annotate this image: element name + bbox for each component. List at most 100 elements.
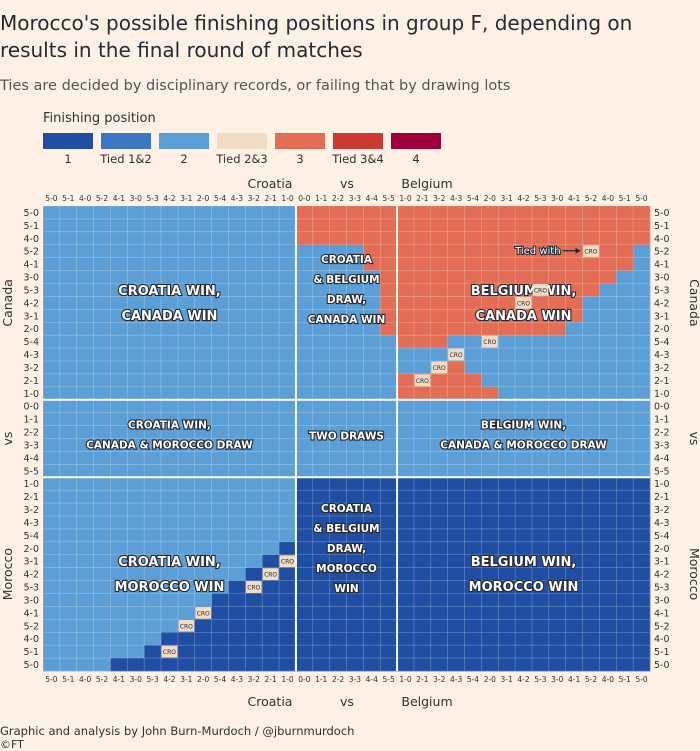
heatmap-cell (498, 283, 516, 297)
heatmap-cell (430, 231, 449, 246)
y-tick-label-left: 3-2 (23, 363, 39, 374)
heatmap-cell (329, 412, 347, 426)
x-tick-label-top: 5-3 (534, 194, 546, 203)
heatmap-cell (211, 270, 229, 284)
heatmap-cell (531, 645, 550, 659)
heatmap-cell (380, 231, 398, 246)
heatmap-cell (531, 231, 550, 246)
y-tick-label-right: 3-2 (654, 363, 670, 374)
heatmap-cell (245, 257, 263, 271)
heatmap-cell (346, 606, 364, 620)
y-axis-vs: vs (0, 432, 15, 446)
heatmap-cell (380, 580, 398, 594)
heatmap-cell (211, 658, 229, 672)
x-tick-label-bottom: 4-2 (517, 675, 529, 684)
heatmap-cell (616, 477, 634, 491)
heatmap-cell (633, 541, 651, 556)
heatmap-cell (565, 658, 583, 672)
heatmap-cell (582, 322, 600, 336)
heatmap-cell (565, 490, 583, 504)
heatmap-cell (413, 231, 432, 246)
heatmap-cell (211, 438, 229, 452)
tie-marker-label: CRO (483, 339, 496, 346)
heatmap-cell (194, 554, 213, 569)
heatmap-cell (93, 322, 111, 336)
heatmap-cell (363, 335, 381, 349)
heatmap-cell (413, 412, 432, 426)
heatmap-cell (211, 567, 229, 581)
heatmap-cell (616, 645, 634, 659)
heatmap-cell (211, 632, 229, 646)
heatmap-cell (616, 412, 634, 426)
heatmap-cell (464, 490, 482, 504)
heatmap-cell (211, 244, 229, 259)
heatmap-cell (413, 451, 432, 465)
heatmap-cell (59, 412, 78, 426)
y-tick-label-right: 3-1 (654, 311, 670, 322)
heatmap-cell (599, 244, 617, 259)
heatmap-cell (380, 335, 398, 349)
heatmap-cell (177, 516, 196, 530)
heatmap-cell (245, 632, 263, 646)
chart-title: Morocco's possible finishing positions i… (0, 11, 633, 62)
x-tick-label-top: 3-1 (180, 194, 192, 203)
heatmap-cell (413, 503, 432, 517)
heatmap-cell (76, 283, 94, 297)
heatmap-cell (59, 580, 78, 594)
heatmap-cell (127, 658, 145, 672)
heatmap-cell (161, 244, 179, 259)
heatmap-cell (245, 322, 263, 336)
heatmap-cell (531, 464, 550, 478)
heatmap-cell (616, 244, 634, 259)
heatmap-cell (177, 451, 196, 465)
heatmap-cell (498, 231, 516, 246)
heatmap-cell (177, 296, 196, 310)
y-tick-label-right: 4-4 (654, 453, 670, 464)
x-tick-label-top: 0-0 (298, 194, 310, 203)
heatmap-cell (430, 658, 449, 672)
x-tick-label-top: 4-2 (163, 194, 175, 203)
tie-marker-label: CRO (450, 352, 463, 359)
heatmap-cell (144, 425, 162, 439)
heatmap-cell (127, 580, 145, 594)
heatmap-cell (481, 296, 499, 310)
heatmap-cell (144, 580, 162, 594)
heatmap-cell (397, 516, 415, 530)
heatmap-cell (616, 554, 634, 569)
heatmap-cell (633, 218, 651, 233)
heatmap-cell (110, 348, 128, 362)
tie-cell (448, 348, 465, 361)
region-label: & BELGIUM (313, 523, 379, 535)
heatmap-cell (548, 541, 567, 556)
x-tick-label-top: 3-1 (501, 194, 513, 203)
heatmap-cell (43, 580, 61, 594)
heatmap-cell (295, 606, 314, 620)
heatmap-cell (312, 438, 331, 452)
heatmap-cell (177, 399, 196, 414)
heatmap-cell (194, 348, 213, 362)
heatmap-cell (194, 335, 213, 349)
heatmap-cell (279, 477, 297, 491)
heatmap-cell (447, 477, 465, 491)
heatmap-cell (616, 516, 634, 530)
y-tick-label-right: 4-2 (654, 298, 670, 309)
heatmap-cell (144, 541, 162, 556)
heatmap-cell (464, 516, 482, 530)
x-tick-label-top: 5-4 (214, 194, 226, 203)
heatmap-cell (599, 231, 617, 246)
heatmap-cell (346, 231, 364, 246)
heatmap-cell (481, 257, 499, 271)
heatmap-cell (464, 283, 482, 297)
chart-subtitle: Ties are decided by disciplinary records… (0, 78, 511, 94)
tie-marker-label: CRO (584, 249, 597, 256)
heatmap-cell (161, 477, 179, 491)
heatmap-cell (363, 283, 381, 297)
heatmap-cell (616, 373, 634, 388)
y-tick-label-left: 4-1 (23, 608, 39, 619)
heatmap-cell (397, 593, 415, 607)
y-tick-label-left: 4-2 (23, 298, 39, 309)
heatmap-cell (245, 412, 263, 426)
heatmap-cell (430, 451, 449, 465)
heatmap-cell (481, 206, 499, 220)
heatmap-cell (245, 645, 263, 659)
